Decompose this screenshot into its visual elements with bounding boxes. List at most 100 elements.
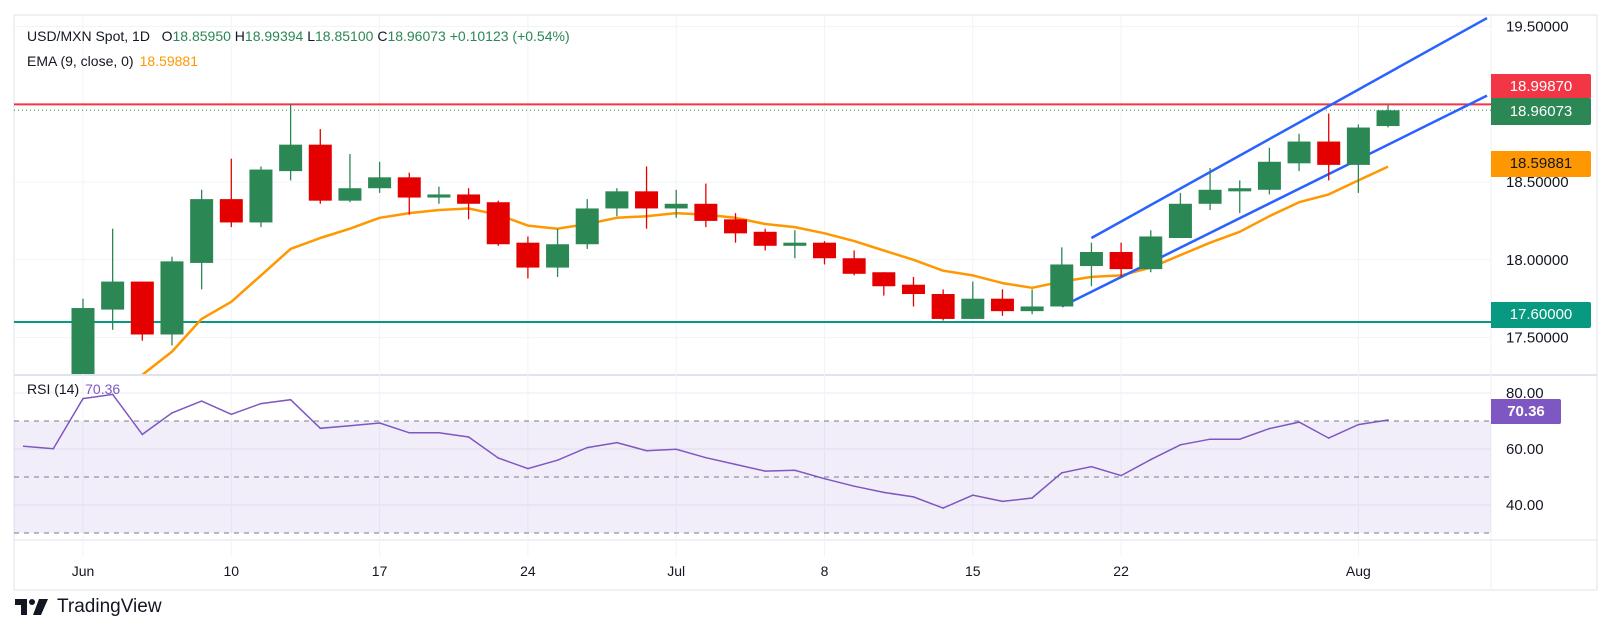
candle xyxy=(990,289,1014,316)
candle xyxy=(694,183,718,228)
candle xyxy=(338,153,362,203)
candle-body xyxy=(486,202,510,245)
tradingview-logo[interactable]: TradingView xyxy=(15,596,162,618)
change-value: +0.10123 (+0.54%) xyxy=(449,28,570,44)
symbol-title[interactable]: USD/MXN Spot, 1D xyxy=(27,28,150,44)
time-axis-label: 15 xyxy=(965,563,981,579)
channel-lower-line xyxy=(1061,94,1488,308)
candle-body xyxy=(1257,161,1281,190)
rsi-point xyxy=(111,393,114,396)
resistance-price-badge: 18.99870 xyxy=(1491,74,1591,99)
candle xyxy=(1317,113,1341,181)
candle-body xyxy=(219,199,243,223)
time-axis-label: 17 xyxy=(372,563,388,579)
rsi-point xyxy=(171,412,173,414)
candle xyxy=(101,228,125,330)
candle xyxy=(190,189,214,290)
candle-body xyxy=(71,308,95,374)
candle xyxy=(1050,247,1074,307)
rsi-axis-label: 60.00 xyxy=(1506,441,1544,458)
candle xyxy=(575,199,599,249)
candle-body xyxy=(546,244,570,268)
candle-body xyxy=(1287,141,1311,164)
rsi-legend-value: 70.36 xyxy=(85,381,121,397)
candle-body xyxy=(931,294,955,319)
time-axis-label: 10 xyxy=(224,563,240,579)
candle-body xyxy=(783,242,807,246)
candle xyxy=(1346,124,1370,193)
candle-body xyxy=(130,281,154,335)
ema-value: 18.59881 xyxy=(139,53,198,69)
rsi-point xyxy=(467,436,470,438)
rsi-point xyxy=(942,507,944,509)
rsi-pane xyxy=(14,393,1491,534)
rsi-point xyxy=(972,494,974,497)
rsi-point xyxy=(319,427,322,430)
rsi-point xyxy=(823,477,826,480)
rsi-point xyxy=(1268,427,1271,430)
candle-body xyxy=(308,144,332,201)
rsi-point xyxy=(586,446,589,449)
close-label: C xyxy=(377,28,388,44)
candle-body xyxy=(694,203,718,221)
candle-body xyxy=(635,191,659,209)
candle-body xyxy=(1020,306,1044,312)
candle xyxy=(308,129,332,204)
rsi-point xyxy=(1327,437,1330,439)
candle-body xyxy=(427,194,451,198)
rsi-point xyxy=(675,448,677,451)
rsi-point xyxy=(1120,474,1122,477)
rsi-point xyxy=(734,463,737,466)
candle-body xyxy=(397,177,421,198)
candle xyxy=(961,281,985,319)
rsi-point xyxy=(260,402,262,405)
rsi-point xyxy=(556,459,559,462)
candle xyxy=(783,230,807,259)
rsi-point xyxy=(378,422,381,424)
price-axis-label: 18.50000 xyxy=(1506,174,1569,191)
candle xyxy=(635,166,659,229)
price-axis-label: 17.50000 xyxy=(1506,330,1569,347)
low-value: 18.85100 xyxy=(315,28,374,44)
low-label: L xyxy=(307,28,316,44)
rsi-legend[interactable]: RSI (14) 70.36 xyxy=(27,381,120,397)
last-price-badge: 18.96073 xyxy=(1491,98,1591,125)
candle-body xyxy=(1079,252,1103,267)
time-axis-label: Jul xyxy=(667,563,685,579)
candle xyxy=(397,172,421,215)
rsi-point xyxy=(141,433,144,436)
candle-body xyxy=(338,188,362,201)
rsi-point xyxy=(52,447,55,450)
channel-upper-line xyxy=(1090,16,1488,240)
candle-body xyxy=(1317,141,1341,165)
candle xyxy=(813,241,836,265)
rsi-point xyxy=(794,469,796,472)
candle xyxy=(1109,242,1133,277)
candle-body xyxy=(872,272,896,287)
rsi-point xyxy=(408,431,411,434)
candle-body xyxy=(457,194,481,204)
candle-body xyxy=(753,231,777,246)
candle xyxy=(842,250,866,276)
rsi-point xyxy=(883,491,885,494)
candle xyxy=(1257,147,1281,195)
axes: 19.50000 18.50000 18.00000 17.50000 80.00 60.… xyxy=(72,18,1569,579)
rsi-point xyxy=(912,496,915,498)
rsi-point xyxy=(1387,419,1389,421)
candle xyxy=(546,228,570,277)
close-value: 18.96073 xyxy=(387,28,446,44)
candle xyxy=(279,104,303,181)
candle xyxy=(1168,192,1192,239)
ema-legend[interactable]: EMA (9, close, 0) 18.59881 xyxy=(27,53,198,69)
candle-body xyxy=(1139,236,1163,270)
candle-body xyxy=(664,203,688,209)
rsi-point xyxy=(1001,500,1004,503)
candle xyxy=(1228,180,1252,214)
candle-body xyxy=(605,191,629,209)
candle-body xyxy=(1050,264,1074,307)
candle-body xyxy=(249,169,273,223)
rsi-point xyxy=(438,431,440,434)
candle xyxy=(71,298,95,374)
candle-body xyxy=(575,208,599,245)
